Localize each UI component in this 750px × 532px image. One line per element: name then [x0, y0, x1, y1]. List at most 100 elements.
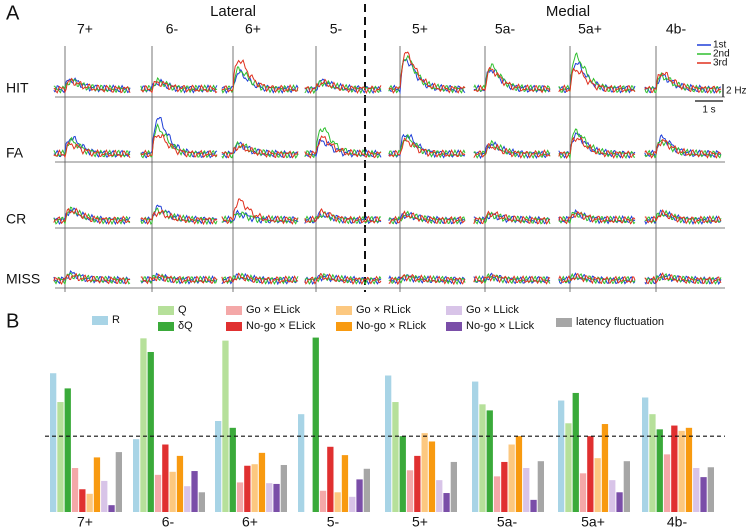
bar — [501, 461, 508, 512]
bar — [222, 340, 229, 512]
legend-label: Go × RLick — [356, 304, 411, 316]
bar — [298, 414, 305, 512]
trace — [140, 273, 218, 285]
panel-label: B — [6, 310, 19, 332]
trace — [140, 116, 218, 159]
trace — [644, 208, 722, 225]
bar — [685, 427, 693, 512]
trace — [388, 51, 466, 94]
trace — [388, 137, 466, 158]
bar — [472, 381, 479, 512]
legend-label: Go × ELick — [246, 304, 301, 316]
trace — [558, 272, 636, 285]
legend-label: δQ — [178, 320, 193, 332]
group-label: Lateral — [210, 3, 256, 20]
trace — [221, 68, 299, 95]
bar — [162, 444, 169, 512]
trace — [304, 273, 382, 286]
bar — [572, 392, 579, 512]
legend-swatch — [226, 322, 242, 331]
bar — [108, 505, 115, 512]
bar — [273, 483, 280, 512]
legend-label: No-go × LLick — [466, 320, 535, 332]
bar — [601, 424, 609, 512]
bar — [184, 486, 191, 512]
bar — [363, 468, 370, 512]
trace — [140, 209, 218, 226]
bar — [147, 351, 154, 512]
bar — [399, 436, 406, 512]
bar — [71, 468, 79, 512]
bar — [594, 458, 601, 512]
row-label: MISS — [6, 271, 40, 287]
x-tick-label: 5a+ — [581, 514, 605, 530]
x-tick-label: 4b- — [667, 514, 688, 530]
legend-swatch — [446, 322, 462, 331]
bar — [258, 452, 266, 512]
trace — [473, 143, 551, 159]
legend-label: Q — [178, 304, 187, 316]
bar — [133, 439, 140, 512]
trace — [558, 210, 636, 225]
x-tick-label: 5+ — [412, 514, 428, 530]
bar — [700, 477, 707, 512]
scale-label: 2 Hz — [726, 86, 747, 97]
trace — [304, 139, 382, 158]
column-label: 6- — [166, 21, 179, 37]
bar — [663, 454, 671, 512]
column-label: 5a+ — [578, 21, 602, 37]
trace — [473, 274, 551, 285]
legend-swatch — [336, 306, 352, 315]
trace — [221, 59, 299, 94]
bar — [678, 430, 685, 512]
trace — [221, 141, 299, 159]
bar — [421, 433, 428, 512]
row-label: CR — [6, 211, 26, 227]
trace — [53, 141, 131, 159]
trace — [644, 71, 722, 94]
bar — [392, 402, 399, 512]
bar — [244, 465, 251, 512]
group-label: Medial — [546, 3, 590, 20]
bar — [176, 455, 184, 512]
x-tick-label: 6+ — [242, 514, 258, 530]
trace — [558, 136, 636, 160]
trace — [221, 272, 299, 285]
legend-swatch — [158, 322, 174, 331]
trace — [53, 207, 131, 225]
bar — [671, 425, 678, 512]
legend-swatch — [336, 322, 352, 331]
legend-label: Go × LLick — [466, 304, 519, 316]
legend-swatch — [158, 306, 174, 315]
bar — [154, 474, 162, 512]
bar — [341, 455, 349, 512]
bar — [649, 414, 656, 512]
bar — [327, 446, 334, 512]
bar — [334, 492, 341, 512]
bar — [86, 493, 93, 512]
bar — [609, 480, 616, 512]
trace — [473, 273, 551, 285]
legend-label: 2nd — [713, 49, 730, 60]
bar — [236, 482, 244, 512]
column-label: 5a- — [495, 21, 516, 37]
legend-label: No-go × RLick — [356, 320, 427, 332]
trace — [221, 211, 299, 225]
trace — [473, 66, 551, 94]
bar — [215, 421, 222, 512]
bar — [523, 468, 530, 512]
trace — [304, 208, 382, 224]
trace — [221, 66, 299, 94]
bar — [443, 493, 450, 512]
trace — [388, 274, 466, 286]
bar — [319, 490, 327, 512]
trace — [304, 273, 382, 286]
trace — [644, 272, 722, 285]
x-tick-label: 5a- — [497, 514, 518, 530]
bar — [101, 480, 108, 512]
bar — [356, 479, 363, 512]
bar — [64, 388, 71, 512]
legend-swatch — [226, 306, 242, 315]
trace — [304, 78, 382, 95]
bar — [579, 473, 587, 512]
